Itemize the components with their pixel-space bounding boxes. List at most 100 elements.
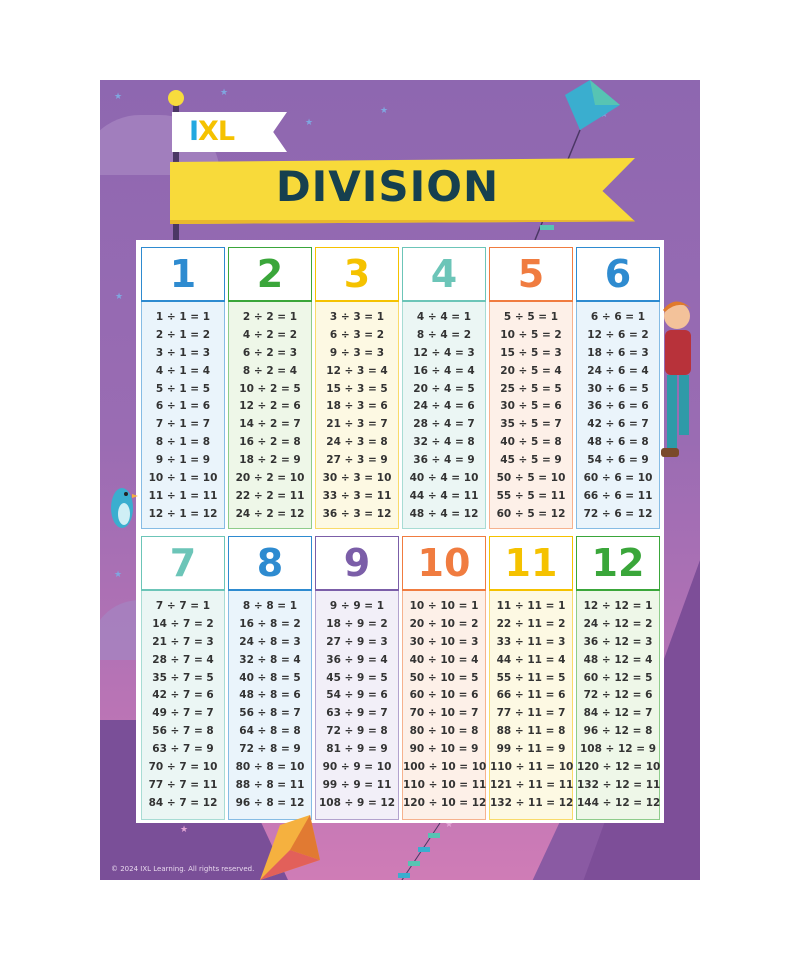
table-header-number: 11 xyxy=(489,536,573,591)
division-fact: 16 ÷ 4 = 4 xyxy=(413,364,475,377)
division-fact: 54 ÷ 6 = 9 xyxy=(587,454,649,467)
division-fact: 88 ÷ 11 = 8 xyxy=(496,725,566,738)
division-fact: 8 ÷ 2 = 4 xyxy=(242,364,298,377)
fact-list: 10 ÷ 10 = 1 20 ÷ 10 = 2 30 ÷ 10 = 3 40 ÷ 10… xyxy=(402,591,486,820)
division-fact: 7 ÷ 7 = 1 xyxy=(155,600,211,612)
division-fact: 50 ÷ 5 = 10 xyxy=(496,472,566,485)
division-fact: 32 ÷ 4 = 8 xyxy=(413,436,475,449)
division-fact: 56 ÷ 7 = 8 xyxy=(152,725,214,738)
division-fact: 9 ÷ 1 = 9 xyxy=(155,454,211,467)
star-icon: ★ xyxy=(180,825,189,835)
table-header-number: 3 xyxy=(315,247,399,302)
division-fact: 66 ÷ 11 = 6 xyxy=(496,689,566,702)
division-fact: 49 ÷ 7 = 7 xyxy=(152,707,214,720)
division-fact: 24 ÷ 3 = 8 xyxy=(326,436,388,449)
division-fact: 5 ÷ 1 = 5 xyxy=(155,382,211,395)
table-header-number: 4 xyxy=(402,247,486,302)
division-table-12: 12 12 ÷ 12 = 1 24 ÷ 12 = 2 36 ÷ 12 = 3 48 ÷ … xyxy=(576,536,660,820)
table-header-number: 8 xyxy=(228,536,312,591)
division-table-6: 6 6 ÷ 6 = 1 12 ÷ 6 = 2 18 ÷ 6 = 3 24 ÷ 6 = 4… xyxy=(576,247,660,529)
division-fact: 56 ÷ 8 = 7 xyxy=(239,707,301,720)
division-poster: ★ ★ ★ ★ ★ ★ ★ ★ ★ ★ IXL DIVISION 11 ÷ 1 … xyxy=(100,80,700,880)
division-fact: 12 ÷ 1 = 12 xyxy=(148,507,218,520)
division-tables-board: 1 1 ÷ 1 = 1 2 ÷ 1 = 2 3 ÷ 1 = 3 4 ÷ 1 = 4 5 ÷… xyxy=(136,240,664,823)
division-fact: 96 ÷ 8 = 12 xyxy=(235,796,305,809)
division-fact: 77 ÷ 11 = 7 xyxy=(496,707,566,720)
division-fact: 2 ÷ 1 = 2 xyxy=(155,328,211,341)
division-fact: 100 ÷ 10 = 10 xyxy=(403,761,487,774)
division-fact: 8 ÷ 8 = 1 xyxy=(242,600,298,612)
kite-icon xyxy=(260,815,320,880)
division-fact: 12 ÷ 3 = 4 xyxy=(326,364,388,377)
division-fact: 28 ÷ 7 = 4 xyxy=(152,653,214,666)
fact-list: 12 ÷ 12 = 1 24 ÷ 12 = 2 36 ÷ 12 = 3 48 ÷ 12… xyxy=(576,591,660,820)
division-fact: 4 ÷ 2 = 2 xyxy=(242,328,298,341)
division-fact: 14 ÷ 7 = 2 xyxy=(152,617,214,630)
division-fact: 77 ÷ 7 = 11 xyxy=(148,778,218,791)
division-fact: 6 ÷ 3 = 2 xyxy=(329,328,385,341)
division-fact: 6 ÷ 1 = 6 xyxy=(155,400,211,413)
table-header-number: 10 xyxy=(402,536,486,591)
division-fact: 64 ÷ 8 = 8 xyxy=(239,725,301,738)
division-fact: 80 ÷ 10 = 8 xyxy=(409,725,479,738)
fact-list: 11 ÷ 11 = 1 22 ÷ 11 = 2 33 ÷ 11 = 3 44 ÷ 11… xyxy=(489,591,573,820)
division-fact: 36 ÷ 6 = 6 xyxy=(587,400,649,413)
division-fact: 30 ÷ 6 = 5 xyxy=(587,382,649,395)
star-icon: ★ xyxy=(220,88,229,98)
division-fact: 60 ÷ 12 = 5 xyxy=(583,671,653,684)
division-fact: 12 ÷ 4 = 3 xyxy=(413,346,475,359)
division-fact: 32 ÷ 8 = 4 xyxy=(239,653,301,666)
fact-list: 3 ÷ 3 = 1 6 ÷ 3 = 2 9 ÷ 3 = 3 12 ÷ 3 = 4 15 … xyxy=(315,302,399,529)
division-fact: 132 ÷ 11 = 12 xyxy=(490,796,574,809)
division-fact: 2 ÷ 2 = 1 xyxy=(242,311,298,323)
fact-list: 9 ÷ 9 = 1 18 ÷ 9 = 2 27 ÷ 9 = 3 36 ÷ 9 = 4 4… xyxy=(315,591,399,820)
star-icon: ★ xyxy=(600,110,609,120)
division-fact: 21 ÷ 7 = 3 xyxy=(152,635,214,648)
division-fact: 40 ÷ 10 = 4 xyxy=(409,653,479,666)
table-header-number: 12 xyxy=(576,536,660,591)
division-table-11: 11 11 ÷ 11 = 1 22 ÷ 11 = 2 33 ÷ 11 = 3 44 ÷ … xyxy=(489,536,573,820)
division-fact: 60 ÷ 10 = 6 xyxy=(409,689,479,702)
division-fact: 9 ÷ 9 = 1 xyxy=(329,600,385,612)
logo-flag: IXL xyxy=(172,112,287,152)
ixl-logo: IXL xyxy=(189,116,235,147)
table-header-number: 2 xyxy=(228,247,312,302)
division-fact: 72 ÷ 12 = 6 xyxy=(583,689,653,702)
division-fact: 20 ÷ 4 = 5 xyxy=(413,382,475,395)
division-fact: 10 ÷ 1 = 10 xyxy=(148,472,218,485)
division-fact: 132 ÷ 12 = 11 xyxy=(577,778,661,791)
division-fact: 110 ÷ 10 = 11 xyxy=(403,778,487,791)
division-fact: 6 ÷ 6 = 1 xyxy=(590,311,646,323)
division-fact: 66 ÷ 6 = 11 xyxy=(583,489,653,502)
table-header-number: 5 xyxy=(489,247,573,302)
star-icon: ★ xyxy=(114,92,123,102)
division-fact: 25 ÷ 5 = 5 xyxy=(500,382,562,395)
page-title: DIVISION xyxy=(275,162,500,211)
division-fact: 10 ÷ 10 = 1 xyxy=(409,600,479,612)
division-fact: 5 ÷ 5 = 1 xyxy=(503,311,559,323)
division-fact: 48 ÷ 8 = 6 xyxy=(239,689,301,702)
division-fact: 99 ÷ 11 = 9 xyxy=(496,743,566,756)
division-fact: 10 ÷ 2 = 5 xyxy=(239,382,301,395)
fact-list: 1 ÷ 1 = 1 2 ÷ 1 = 2 3 ÷ 1 = 3 4 ÷ 1 = 4 5 ÷ … xyxy=(141,302,225,529)
star-icon: ★ xyxy=(380,106,389,116)
division-fact: 18 ÷ 6 = 3 xyxy=(587,346,649,359)
division-fact: 28 ÷ 4 = 7 xyxy=(413,418,475,431)
division-table-10: 10 10 ÷ 10 = 1 20 ÷ 10 = 2 30 ÷ 10 = 3 40 ÷ … xyxy=(402,536,486,820)
division-fact: 63 ÷ 7 = 9 xyxy=(152,743,214,756)
division-fact: 18 ÷ 9 = 2 xyxy=(326,617,388,630)
division-fact: 3 ÷ 3 = 1 xyxy=(329,311,385,323)
division-fact: 33 ÷ 3 = 11 xyxy=(322,489,392,502)
division-fact: 84 ÷ 7 = 12 xyxy=(148,796,218,809)
division-fact: 20 ÷ 10 = 2 xyxy=(409,617,479,630)
division-fact: 18 ÷ 2 = 9 xyxy=(239,454,301,467)
bird-illustration xyxy=(111,488,138,528)
division-fact: 55 ÷ 11 = 5 xyxy=(496,671,566,684)
division-fact: 30 ÷ 5 = 6 xyxy=(500,400,562,413)
division-fact: 70 ÷ 10 = 7 xyxy=(409,707,479,720)
division-fact: 7 ÷ 1 = 7 xyxy=(155,418,211,431)
division-fact: 18 ÷ 3 = 6 xyxy=(326,400,388,413)
table-header-number: 6 xyxy=(576,247,660,302)
division-fact: 72 ÷ 9 = 8 xyxy=(326,725,388,738)
division-table-7: 7 7 ÷ 7 = 1 14 ÷ 7 = 2 21 ÷ 7 = 3 28 ÷ 7 = 4… xyxy=(141,536,225,820)
